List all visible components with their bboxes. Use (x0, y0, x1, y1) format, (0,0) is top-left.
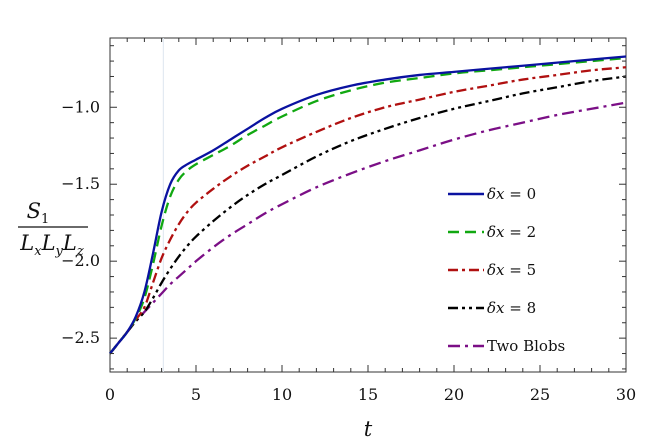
series-line-dxx-5 (109, 66, 627, 355)
y-label-numerator: S (27, 199, 41, 223)
y-tick-label: −1.0 (61, 97, 100, 116)
svg-text:LxLyLz: LxLyLz (19, 231, 84, 259)
axis-ticks (109, 38, 627, 372)
x-tick-label: 5 (191, 385, 201, 404)
plot-frame (109, 37, 627, 373)
x-tick-label: 10 (272, 385, 292, 404)
series-line-dxx-8 (109, 75, 627, 355)
legend-label-dxx-8: δx = 8 (487, 299, 536, 317)
x-tick-label: 0 (105, 385, 115, 404)
y-axis-label: S1 LxLyLz (18, 199, 88, 259)
y-tick-label: −2.0 (61, 251, 100, 270)
series-line-dxx-0 (109, 55, 627, 355)
x-tick-label: 20 (444, 385, 464, 404)
legend: δx = 0 δx = 2 δx = 5 δx = 8 Two Blobs (448, 185, 565, 355)
legend-label-dxx-2: δx = 2 (487, 223, 536, 241)
plot-area (109, 37, 627, 373)
y-tick-label: −1.5 (61, 174, 100, 193)
x-axis-tick-labels: 0 5 10 15 20 25 30 (105, 385, 636, 404)
y-tick-label: −2.5 (61, 328, 100, 347)
legend-label-dxx-5: δx = 5 (487, 261, 536, 279)
x-axis-label: t (364, 417, 373, 441)
series-lines (109, 55, 627, 355)
y-label-numerator-subscript: 1 (41, 212, 49, 227)
svg-text:S1: S1 (27, 199, 50, 227)
series-line-dxx-2 (109, 56, 627, 355)
legend-label-dxx-0: δx = 0 (487, 185, 536, 203)
x-tick-label: 25 (530, 385, 550, 404)
legend-label-two-blobs: Two Blobs (487, 337, 565, 355)
y-axis-tick-labels: −2.5 −2.0 −1.5 −1.0 (61, 97, 100, 347)
x-tick-label: 15 (358, 385, 378, 404)
x-tick-label: 30 (616, 385, 636, 404)
series-line-two-blobs (109, 101, 627, 355)
